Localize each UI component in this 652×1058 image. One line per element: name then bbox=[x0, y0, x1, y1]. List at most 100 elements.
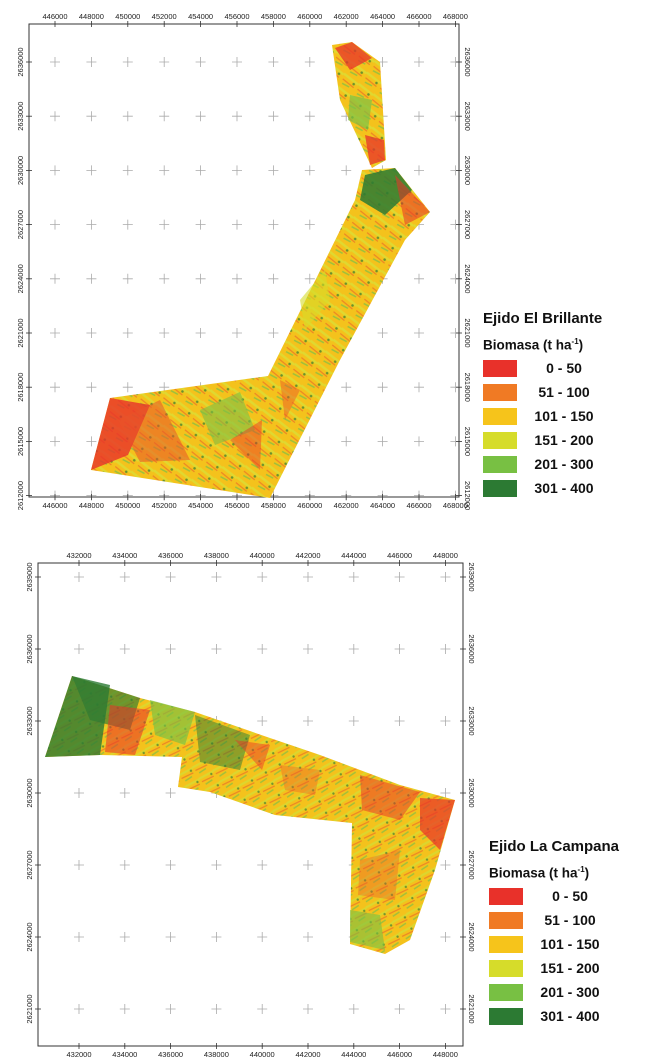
grid-cross bbox=[414, 382, 424, 393]
grid-cross bbox=[122, 111, 133, 122]
legend-label: 151 - 200 bbox=[540, 960, 600, 976]
legend-item: 201 - 300 bbox=[483, 455, 602, 473]
biomass-area-polygon bbox=[45, 676, 455, 954]
legend-swatch bbox=[489, 983, 523, 1001]
grid-cross bbox=[257, 932, 268, 942]
grid-cross bbox=[211, 932, 222, 942]
grid-cross bbox=[165, 572, 176, 582]
grid-cross bbox=[232, 219, 242, 230]
map-la-campana: 432000 434000 436000 438000 440000 442000 4440… bbox=[25, 551, 476, 1058]
y-tick-label: 2621000 bbox=[16, 318, 25, 347]
grid-cross bbox=[348, 1004, 359, 1014]
y-tick-label: 2639000 bbox=[25, 562, 34, 591]
grid-cross bbox=[304, 165, 315, 176]
grid-cross bbox=[119, 1004, 130, 1014]
legend-item: 101 - 150 bbox=[483, 407, 602, 425]
x-tick-label: 446000 bbox=[387, 1050, 412, 1058]
y-tick-label: 2624000 bbox=[467, 922, 476, 951]
grid-cross bbox=[119, 932, 130, 942]
y-tick-label: 2633000 bbox=[463, 102, 472, 131]
y-tick-label: 2627000 bbox=[25, 850, 34, 879]
grid-cross bbox=[195, 219, 206, 230]
grid-cross bbox=[377, 328, 388, 338]
grid-cross bbox=[341, 165, 352, 176]
grid-cross bbox=[86, 57, 97, 67]
grid-cross bbox=[50, 219, 60, 230]
grid-cross bbox=[74, 572, 84, 582]
grid-cross bbox=[377, 436, 388, 447]
x-tick-label: 446000 bbox=[42, 501, 67, 510]
x-tick-label: 460000 bbox=[297, 501, 322, 510]
grid-cross bbox=[440, 572, 451, 582]
grid-cross bbox=[211, 572, 222, 582]
biomass-area-polygon bbox=[91, 42, 430, 498]
grid-cross bbox=[304, 111, 315, 122]
grid-cross bbox=[414, 328, 424, 338]
y-tick-label: 2636000 bbox=[467, 634, 476, 663]
y-tick-label: 2621000 bbox=[25, 994, 34, 1023]
grid-cross bbox=[165, 1004, 176, 1014]
grid-cross bbox=[165, 932, 176, 942]
x-tick-label: 458000 bbox=[261, 501, 286, 510]
x-tick-label: 462000 bbox=[334, 501, 359, 510]
x-tick-label: 456000 bbox=[224, 501, 249, 510]
x-tick-label: 448000 bbox=[433, 551, 458, 560]
grid-cross bbox=[341, 436, 352, 447]
grid-cross bbox=[348, 572, 359, 582]
grid-cross bbox=[74, 860, 84, 870]
legend-swatch bbox=[483, 431, 517, 449]
legend-item: 151 - 200 bbox=[483, 431, 602, 449]
y-tick-label: 2636000 bbox=[25, 634, 34, 663]
grid-cross bbox=[211, 860, 222, 870]
legend-la-campana: Ejido La Campana Biomasa (t ha-1) 0 - 50… bbox=[489, 838, 619, 1025]
grid-cross bbox=[119, 572, 130, 582]
x-tick-label: 436000 bbox=[158, 551, 183, 560]
grid-cross bbox=[440, 788, 451, 798]
legend-label: 201 - 300 bbox=[540, 984, 600, 1000]
legend-swatch bbox=[483, 407, 517, 425]
grid-cross bbox=[195, 111, 206, 122]
x-tick-label: 448000 bbox=[79, 12, 104, 21]
legend-title: Ejido El Brillante bbox=[483, 310, 603, 327]
legend-item: 201 - 300 bbox=[489, 983, 619, 1001]
x-tick-label: 458000 bbox=[261, 12, 286, 21]
grid-cross bbox=[303, 860, 313, 870]
grid-cross bbox=[394, 1004, 405, 1014]
graticule bbox=[74, 572, 451, 1014]
y-tick-label: 2636000 bbox=[16, 47, 25, 76]
grid-cross bbox=[159, 57, 170, 67]
y-tick-label: 2630000 bbox=[16, 156, 25, 185]
x-tick-label: 434000 bbox=[112, 551, 137, 560]
grid-cross bbox=[394, 572, 405, 582]
legend-label: 101 - 150 bbox=[540, 936, 600, 952]
grid-cross bbox=[159, 111, 170, 122]
grid-cross bbox=[165, 788, 176, 798]
grid-cross bbox=[159, 273, 170, 284]
grid-cross bbox=[303, 1004, 313, 1014]
grid-cross bbox=[348, 644, 359, 654]
grid-cross bbox=[86, 382, 97, 393]
legend-swatch bbox=[489, 1007, 523, 1025]
x-tick-label: 438000 bbox=[204, 1050, 229, 1058]
x-tick-label: 466000 bbox=[406, 12, 431, 21]
grid-cross bbox=[165, 644, 176, 654]
grid-cross bbox=[195, 328, 206, 338]
grid-cross bbox=[86, 165, 97, 176]
grid-cross bbox=[303, 572, 313, 582]
y-tick-label: 2633000 bbox=[25, 706, 34, 735]
x-tick-label: 464000 bbox=[370, 12, 395, 21]
legend-label: 0 - 50 bbox=[546, 360, 582, 376]
grid-cross bbox=[195, 273, 206, 284]
grid-cross bbox=[303, 716, 313, 726]
grid-cross bbox=[195, 165, 206, 176]
y-tick-label: 2627000 bbox=[463, 210, 472, 239]
grid-cross bbox=[74, 644, 84, 654]
grid-cross bbox=[257, 572, 268, 582]
legend-swatch bbox=[489, 887, 523, 905]
legend-swatch bbox=[483, 359, 517, 377]
grid-cross bbox=[86, 273, 97, 284]
x-tick-label: 450000 bbox=[115, 12, 140, 21]
grid-cross bbox=[50, 57, 60, 67]
legend-label: 301 - 400 bbox=[540, 1008, 600, 1024]
x-tick-label: 448000 bbox=[79, 501, 104, 510]
